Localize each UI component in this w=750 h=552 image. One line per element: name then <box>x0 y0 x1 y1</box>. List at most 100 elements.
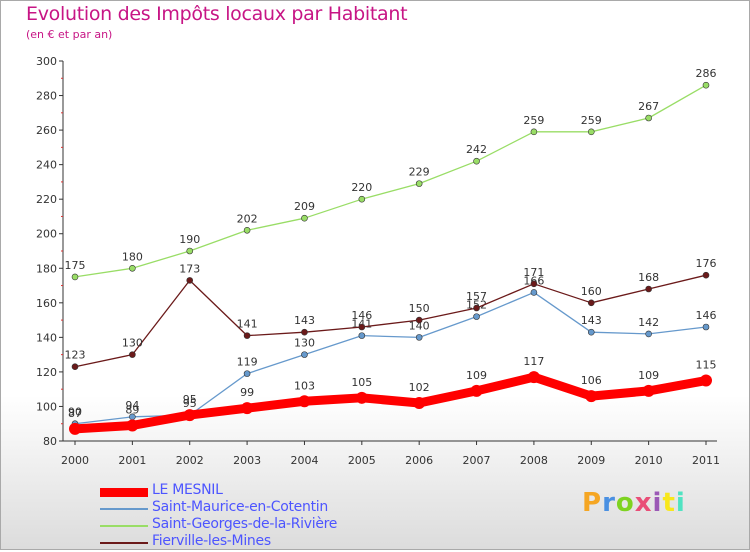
x-tick-label: 2011 <box>692 454 720 467</box>
chart-title: Evolution des Impôts locaux par Habitant <box>26 3 408 25</box>
data-label-fierville-les-mines: 168 <box>638 271 659 284</box>
data-label-le-mesnil: 105 <box>351 376 372 389</box>
y-tick-label: 140 <box>36 331 57 344</box>
data-label-fierville-les-mines: 123 <box>65 349 86 362</box>
series-line-saint-georges-de-la-riviere <box>74 84 707 278</box>
data-point-saint-georges-de-la-riviere <box>129 264 136 272</box>
data-label-le-mesnil: 117 <box>523 355 544 368</box>
data-point-saint-georges-de-la-riviere <box>415 180 423 187</box>
legend-label: Saint-Maurice-en-Cotentin <box>152 499 328 515</box>
data-point-le-mesnil <box>126 419 139 432</box>
proxiti-logo: Proxiti <box>582 488 686 518</box>
y-tick-label: 120 <box>36 366 57 379</box>
data-point-le-mesnil <box>700 374 712 387</box>
logo-letter: x <box>634 488 653 518</box>
data-point-fierville-les-mines <box>129 351 136 358</box>
x-tick-label: 2004 <box>290 454 318 467</box>
y-tick-label: 180 <box>36 262 57 275</box>
data-point-le-mesnil <box>241 402 254 415</box>
legend-label: LE MESNIL <box>152 482 223 498</box>
data-label-saint-maurice-en-cotentin: 140 <box>409 319 430 332</box>
data-label-saint-maurice-en-cotentin: 142 <box>638 316 659 329</box>
data-label-saint-maurice-en-cotentin: 146 <box>696 309 717 322</box>
data-point-le-mesnil <box>355 391 368 404</box>
series-line-le-mesnil <box>70 372 711 434</box>
y-tick-label: 220 <box>36 193 57 206</box>
data-point-fierville-les-mines <box>645 285 652 293</box>
data-point-le-mesnil <box>298 395 311 408</box>
data-point-saint-georges-de-la-riviere <box>530 128 538 136</box>
data-label-saint-georges-de-la-riviere: 242 <box>466 143 487 156</box>
legend-swatch <box>100 542 148 544</box>
data-label-saint-georges-de-la-riviere: 286 <box>696 67 717 80</box>
y-tick-label: 80 <box>43 435 57 448</box>
y-tick-label: 260 <box>36 124 57 137</box>
data-point-fierville-les-mines <box>702 271 710 279</box>
data-label-saint-maurice-en-cotentin: 90 <box>68 406 82 419</box>
data-label-saint-maurice-en-cotentin: 94 <box>125 399 139 412</box>
data-point-saint-maurice-en-cotentin <box>473 313 480 320</box>
data-point-saint-maurice-en-cotentin <box>702 323 710 331</box>
data-point-le-mesnil <box>585 390 598 403</box>
data-label-saint-georges-de-la-riviere: 220 <box>351 181 372 194</box>
data-label-saint-georges-de-la-riviere: 267 <box>638 100 659 113</box>
data-point-le-mesnil <box>183 409 196 422</box>
x-tick-label: 2006 <box>405 454 433 467</box>
x-tick-label: 2010 <box>635 454 663 467</box>
data-label-saint-georges-de-la-riviere: 180 <box>122 250 143 263</box>
data-label-fierville-les-mines: 141 <box>237 318 258 331</box>
x-tick-label: 2008 <box>520 454 548 467</box>
x-tick-label: 2003 <box>233 454 261 467</box>
data-point-le-mesnil <box>642 384 655 397</box>
data-point-saint-georges-de-la-riviere <box>473 157 480 165</box>
data-point-saint-maurice-en-cotentin <box>358 332 366 339</box>
data-label-le-mesnil: 99 <box>240 386 254 399</box>
x-tick-label: 2000 <box>61 454 89 467</box>
data-point-fierville-les-mines <box>243 332 251 339</box>
data-point-fierville-les-mines <box>473 304 480 312</box>
data-label-fierville-les-mines: 160 <box>581 285 602 298</box>
data-label-le-mesnil: 115 <box>696 359 717 372</box>
legend-swatch <box>100 508 148 510</box>
data-label-le-mesnil: 95 <box>183 393 197 406</box>
y-tick-label: 200 <box>36 228 57 241</box>
data-label-saint-georges-de-la-riviere: 190 <box>179 233 200 246</box>
data-point-le-mesnil <box>470 384 483 397</box>
data-point-fierville-les-mines <box>587 299 595 307</box>
data-label-saint-maurice-en-cotentin: 119 <box>237 356 258 369</box>
legend-label: Saint-Georges-de-la-Rivière <box>152 516 338 532</box>
logo-letter: t <box>662 488 676 518</box>
data-label-saint-georges-de-la-riviere: 175 <box>65 259 86 272</box>
data-point-saint-maurice-en-cotentin <box>530 289 538 296</box>
data-point-saint-georges-de-la-riviere <box>358 195 366 203</box>
y-tick-label: 280 <box>36 90 57 103</box>
data-label-le-mesnil: 102 <box>409 381 430 394</box>
data-point-saint-maurice-en-cotentin <box>243 370 251 377</box>
data-label-saint-maurice-en-cotentin: 143 <box>581 314 602 327</box>
data-point-fierville-les-mines <box>186 277 194 284</box>
data-label-fierville-les-mines: 130 <box>122 337 143 350</box>
data-label-saint-georges-de-la-riviere: 209 <box>294 200 315 213</box>
data-label-fierville-les-mines: 171 <box>523 266 544 279</box>
data-label-saint-georges-de-la-riviere: 229 <box>409 166 430 179</box>
data-point-fierville-les-mines <box>358 323 366 331</box>
data-point-saint-maurice-en-cotentin <box>301 351 308 358</box>
x-tick-label: 2001 <box>118 454 146 467</box>
data-point-fierville-les-mines <box>71 363 79 371</box>
data-point-saint-georges-de-la-riviere <box>587 128 595 136</box>
data-point-saint-georges-de-la-riviere <box>243 226 251 234</box>
data-label-saint-georges-de-la-riviere: 259 <box>581 114 602 127</box>
data-point-saint-georges-de-la-riviere <box>645 114 652 122</box>
data-label-saint-maurice-en-cotentin: 95 <box>183 397 197 410</box>
y-tick-label: 240 <box>36 159 57 172</box>
data-label-le-mesnil: 89 <box>125 403 139 416</box>
data-label-fierville-les-mines: 143 <box>294 314 315 327</box>
data-label-fierville-les-mines: 173 <box>179 262 200 275</box>
data-label-fierville-les-mines: 150 <box>409 302 430 315</box>
x-tick-label: 2007 <box>463 454 491 467</box>
data-point-le-mesnil <box>527 371 540 384</box>
data-label-le-mesnil: 106 <box>581 374 602 387</box>
logo-letter: i <box>652 488 663 518</box>
